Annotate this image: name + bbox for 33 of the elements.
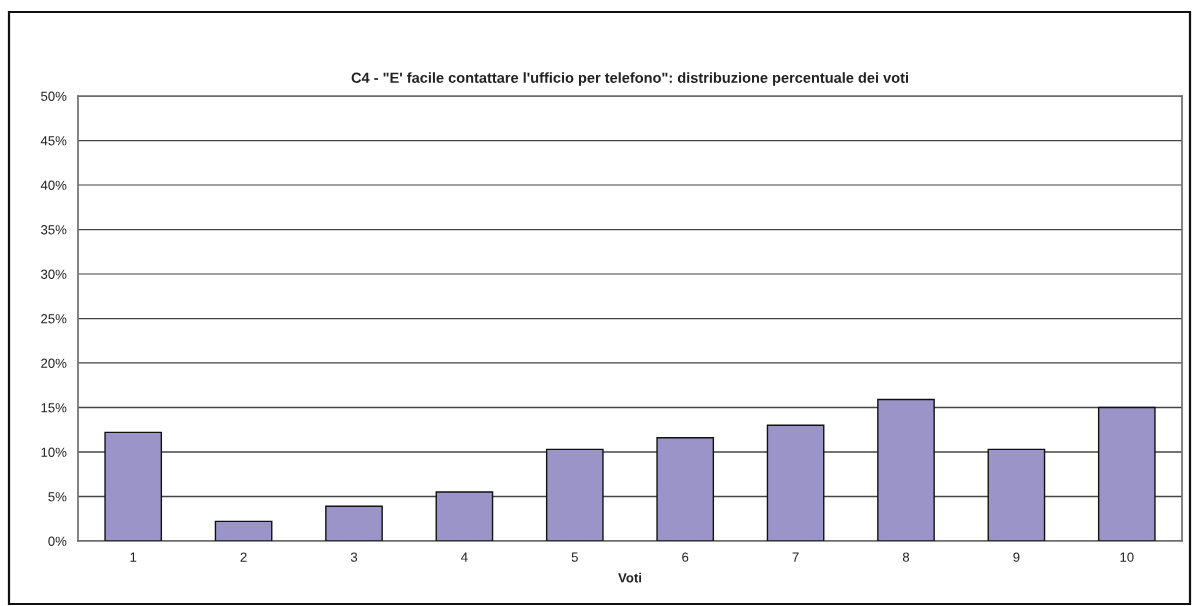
x-tick-label: 3: [350, 552, 358, 562]
y-tick-label: 15%: [41, 403, 67, 413]
bar: [214, 520, 273, 541]
bar: [766, 424, 825, 541]
x-tick-label: 9: [1013, 552, 1020, 562]
y-tick-label: 35%: [40, 225, 67, 235]
x-tick-label: 2: [240, 552, 247, 562]
bar: [104, 431, 163, 541]
bar: [656, 437, 715, 541]
x-axis-title: Voti: [618, 572, 642, 583]
y-tick-label: 45%: [40, 136, 67, 146]
bar: [325, 505, 383, 541]
x-tick-label: 1: [130, 552, 137, 562]
bar: [435, 491, 494, 541]
bar: [987, 448, 1046, 541]
bar: [545, 448, 604, 541]
chart-title: C4 - "E' facile contattare l'ufficio per telefono": distribuzione percentuale dei voti: [351, 72, 908, 86]
y-tick-label: 5%: [48, 492, 67, 502]
y-tick-label: 40%: [40, 180, 67, 190]
y-tick-label: 30%: [40, 269, 67, 279]
bar: [877, 398, 935, 541]
x-tick-label: 10: [1120, 552, 1134, 562]
y-tick-label: 0%: [48, 536, 67, 546]
y-tick-label: 50%: [41, 91, 67, 101]
y-tick-label: 25%: [41, 314, 67, 324]
x-tick-label: 7: [792, 552, 799, 562]
x-tick-label: 5: [571, 552, 578, 562]
x-tick-label: 6: [682, 552, 689, 562]
x-tick-label: 4: [461, 552, 468, 562]
y-tick-label: 20%: [41, 358, 67, 368]
bar: [1097, 406, 1156, 541]
y-tick-label: 10%: [41, 447, 67, 457]
x-tick-label: 8: [902, 552, 910, 562]
